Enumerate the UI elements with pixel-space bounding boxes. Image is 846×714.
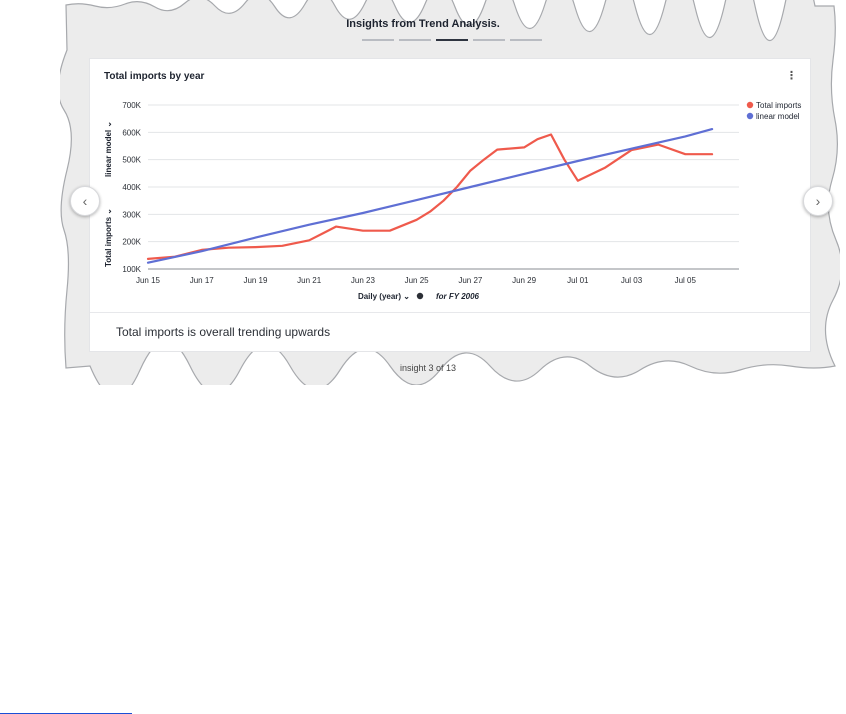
legend-swatch <box>746 101 754 109</box>
x-tick-label: Jul 03 <box>621 276 643 285</box>
y-tick-label: 700K <box>122 101 141 110</box>
series-line-linear-model <box>146 128 714 264</box>
info-icon <box>416 292 424 300</box>
y-tick-label: 500K <box>122 156 141 165</box>
y-tick-label: 200K <box>122 238 141 247</box>
carousel-dot-active[interactable] <box>436 39 468 41</box>
y-tick-label: 100K <box>122 265 141 274</box>
prev-insight-button[interactable]: ‹ <box>70 186 100 216</box>
x-tick-label: Jun 19 <box>243 276 268 285</box>
x-tick-label: Jun 25 <box>405 276 430 285</box>
insight-card: Total imports by year ⋮ 100K 200K 300K 400K… <box>89 58 811 352</box>
card-title: Total imports by year <box>104 71 205 82</box>
y-tick-label: 300K <box>122 210 141 219</box>
carousel-dot[interactable] <box>510 39 542 41</box>
chevron-right-icon: › <box>815 193 821 209</box>
x-tick-label: Jun 21 <box>297 276 322 285</box>
kebab-icon[interactable]: ⋮ <box>786 70 797 82</box>
x-tick-label: Jun 27 <box>458 276 483 285</box>
x-tick-label: Jul 01 <box>567 276 589 285</box>
x-tick-label: Jul 05 <box>675 276 697 285</box>
y-axis-label-primary: Total imports ⌄ <box>104 208 113 267</box>
insight-summary: Total imports is overall trending upward… <box>116 325 331 339</box>
carousel-dots <box>362 39 542 41</box>
insight-counter: insight 3 of 13 <box>400 363 457 373</box>
series-line-total-imports <box>146 133 714 260</box>
x-axis-note: for FY 2006 <box>436 292 480 301</box>
carousel-dot[interactable] <box>399 39 431 41</box>
x-tick-label: Jun 29 <box>512 276 537 285</box>
carousel-dot[interactable] <box>362 39 394 41</box>
y-tick-label: 600K <box>122 128 141 137</box>
card-divider <box>90 312 810 313</box>
x-axis-label: Daily (year) ⌄ <box>358 292 410 301</box>
y-axis-label-secondary: linear model ⌄ <box>104 121 113 177</box>
legend-label: Total imports <box>756 101 801 110</box>
x-tick-label: Jun 23 <box>351 276 376 285</box>
x-tick-label: Jun 15 <box>136 276 161 285</box>
insights-title: Insights from Trend Analysis. <box>346 18 500 30</box>
legend-label: linear model <box>756 112 800 121</box>
carousel-dot[interactable] <box>473 39 505 41</box>
x-tick-label: Jun 17 <box>190 276 215 285</box>
legend-swatch <box>746 112 754 120</box>
chevron-left-icon: ‹ <box>82 193 88 209</box>
line-chart: 100K 200K 300K 400K 500K 600K 700K Jun 15 Jun 17… <box>104 101 801 301</box>
y-tick-label: 400K <box>122 183 141 192</box>
next-insight-button[interactable]: › <box>803 186 833 216</box>
